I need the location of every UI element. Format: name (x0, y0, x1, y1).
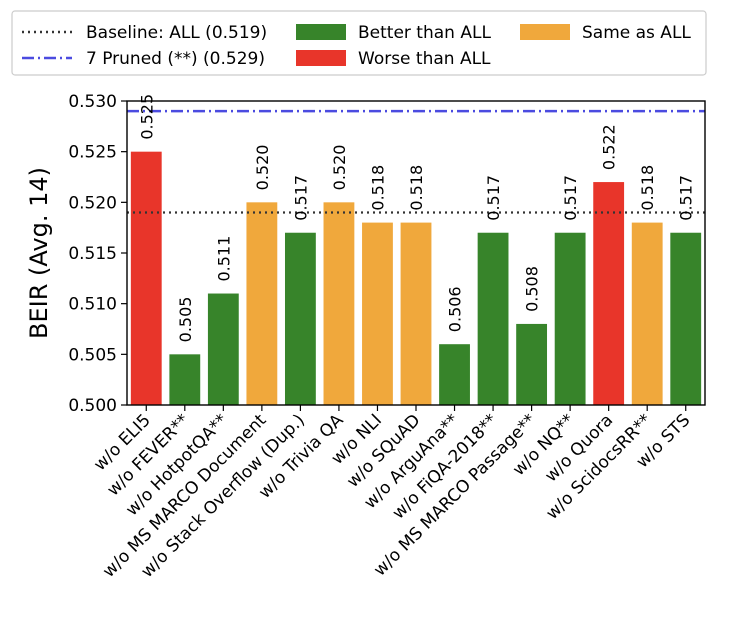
legend-same-label: Same as ALL (582, 23, 691, 43)
y-tick-label: 0.510 (68, 295, 117, 315)
data-label: 0.520 (253, 145, 272, 191)
y-axis-label: BEIR (Avg. 14) (25, 167, 53, 339)
data-label: 0.525 (137, 94, 156, 140)
legend-worse-swatch (296, 50, 346, 66)
y-tick-label: 0.505 (68, 345, 117, 365)
bar (362, 222, 393, 405)
bar (477, 232, 509, 405)
bar (207, 293, 239, 405)
data-label: 0.505 (176, 297, 195, 343)
data-label: 0.522 (600, 124, 619, 170)
bar (631, 222, 663, 405)
legend-same-swatch (520, 24, 570, 40)
data-label: 0.506 (446, 286, 465, 332)
bar (323, 202, 355, 405)
legend-baseline-label: Baseline: ALL (0.519) (86, 23, 267, 43)
data-label: 0.511 (214, 236, 233, 282)
plot-area: 0.525 0.505 0.511 0.520 0.517 0.520 0.518 0.518… (68, 92, 706, 582)
data-label: 0.517 (291, 175, 310, 221)
bar (169, 354, 201, 405)
data-label: 0.520 (330, 145, 349, 191)
y-tick-label: 0.500 (68, 396, 117, 416)
bar (670, 232, 702, 405)
y-tick-label: 0.520 (68, 193, 117, 213)
bar (516, 323, 548, 405)
data-label: 0.518 (368, 165, 387, 211)
y-tick-label: 0.525 (68, 143, 117, 163)
data-label: 0.517 (484, 175, 503, 221)
data-label: 0.517 (561, 175, 580, 221)
bar (130, 151, 162, 405)
legend-pruned-label: 7 Pruned (**) (0.529) (86, 49, 265, 69)
bar (593, 182, 625, 405)
legend: Baseline: ALL (0.519) 7 Pruned (**) (0.5… (11, 10, 707, 76)
bar (284, 232, 316, 405)
data-label: 0.518 (407, 165, 426, 211)
data-label: 0.508 (523, 266, 542, 312)
legend-better-swatch (296, 24, 346, 40)
data-label: 0.518 (638, 165, 657, 211)
y-tick-label: 0.515 (68, 244, 117, 264)
legend-worse-label: Worse than ALL (358, 49, 491, 69)
bar (554, 232, 586, 405)
bar (439, 344, 470, 405)
bar (400, 222, 432, 405)
y-tick-label: 0.530 (68, 92, 117, 112)
bar (246, 202, 278, 405)
legend-better-label: Better than ALL (358, 23, 491, 43)
data-label: 0.517 (677, 175, 696, 221)
